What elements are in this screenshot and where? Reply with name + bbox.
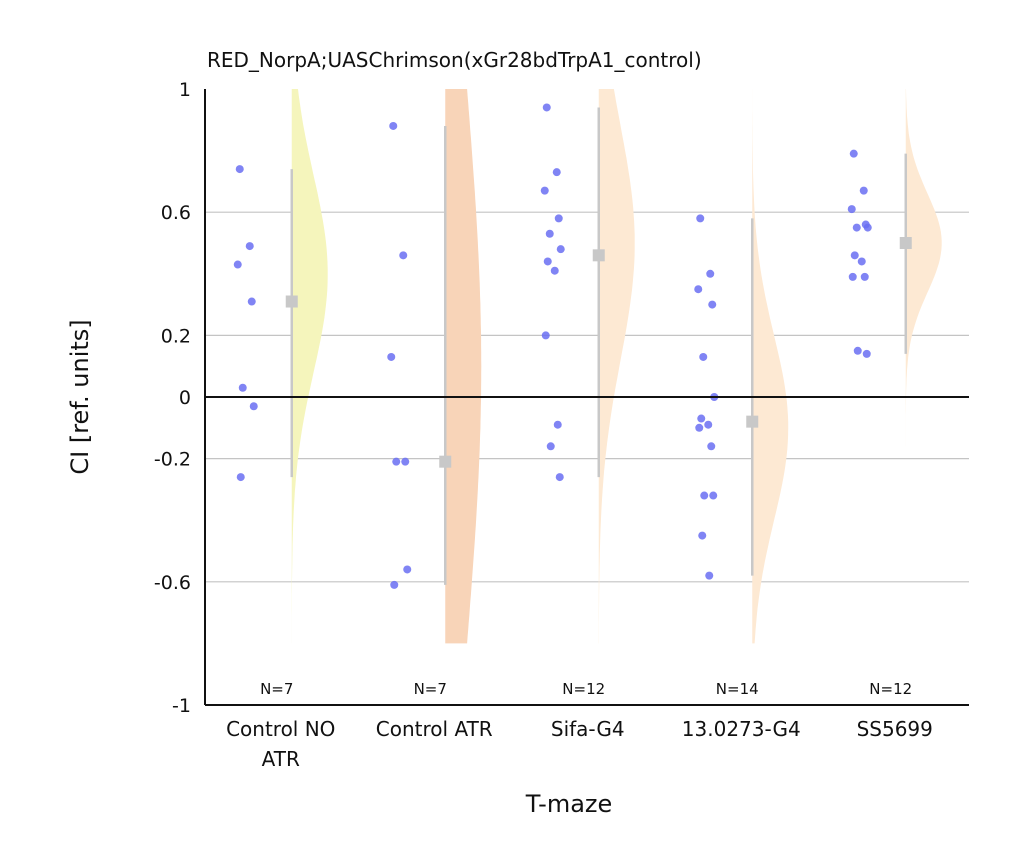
data-point xyxy=(553,420,562,429)
data-point xyxy=(245,242,254,251)
data-point xyxy=(694,285,703,294)
violin xyxy=(291,89,328,644)
violin xyxy=(445,89,482,644)
median-marker xyxy=(439,455,452,468)
y-axis-title: CI [ref. units] xyxy=(66,319,94,474)
data-point xyxy=(705,571,714,580)
data-point xyxy=(552,168,561,177)
x-tick-label: Control ATR xyxy=(376,717,493,741)
data-point xyxy=(847,205,856,214)
data-point xyxy=(554,214,563,223)
data-point xyxy=(389,121,398,130)
data-point xyxy=(247,297,256,306)
data-point xyxy=(543,257,552,266)
x-tick-label: 13.0273-G4 xyxy=(682,717,801,741)
data-point xyxy=(857,257,866,266)
median-marker xyxy=(899,237,912,249)
data-point xyxy=(863,223,872,232)
median-marker xyxy=(746,415,759,428)
y-tick-label: 0.6 xyxy=(161,202,191,224)
violin xyxy=(752,89,789,644)
data-point xyxy=(709,491,718,500)
data-point xyxy=(698,531,707,540)
y-tick-label: -1 xyxy=(172,695,191,717)
n-label: N=12 xyxy=(562,680,605,698)
median-marker xyxy=(592,249,605,262)
data-point xyxy=(540,186,549,195)
data-point xyxy=(238,383,247,392)
x-tick-label: SS5699 xyxy=(857,717,933,741)
data-point xyxy=(249,402,258,411)
data-point xyxy=(390,580,399,589)
data-point xyxy=(706,269,715,278)
y-tick-label: 0 xyxy=(179,387,191,409)
violin-layer xyxy=(291,89,942,644)
data-point xyxy=(392,457,401,466)
n-label: N=12 xyxy=(869,680,912,698)
data-point xyxy=(695,423,704,432)
data-point xyxy=(848,272,857,281)
data-point xyxy=(704,420,713,429)
y-tick-label: -0.6 xyxy=(154,572,191,594)
label-layer: N=7 Control NO ATR N=7 Control ATR N=12 Sifa-G… xyxy=(154,79,933,771)
data-point xyxy=(541,331,550,340)
x-tick-label: Control NO xyxy=(226,717,335,741)
data-point xyxy=(707,442,716,451)
data-point xyxy=(550,266,559,275)
x-tick-label: Sifa-G4 xyxy=(551,717,625,741)
data-point xyxy=(696,214,705,223)
data-point xyxy=(850,251,859,260)
data-point xyxy=(401,457,410,466)
violin xyxy=(598,89,635,644)
data-point xyxy=(699,352,708,361)
axis-layer xyxy=(204,89,969,706)
n-label: N=7 xyxy=(414,680,447,698)
data-point xyxy=(862,349,871,358)
chart-title: RED_NorpA;UASChrimson(xGr28bdTrpA1_contr… xyxy=(207,48,702,72)
y-tick-label: 1 xyxy=(179,79,191,101)
data-point xyxy=(236,473,245,482)
data-point xyxy=(403,565,412,574)
data-point xyxy=(852,223,861,232)
data-point xyxy=(545,229,554,238)
data-point xyxy=(235,165,244,174)
violin xyxy=(905,89,942,447)
grid-layer xyxy=(205,211,969,583)
data-point xyxy=(555,473,564,482)
data-point xyxy=(860,272,869,281)
data-point xyxy=(546,442,555,451)
data-point xyxy=(556,245,565,254)
data-point xyxy=(859,186,868,195)
median-marker xyxy=(285,295,298,308)
data-point xyxy=(233,260,242,269)
data-point xyxy=(849,149,858,158)
data-point xyxy=(387,352,396,361)
data-point xyxy=(399,251,408,260)
data-point xyxy=(708,300,717,309)
point-layer xyxy=(233,103,872,589)
n-label: N=14 xyxy=(716,680,759,698)
data-point xyxy=(542,103,551,112)
data-point xyxy=(700,491,709,500)
y-tick-label: -0.2 xyxy=(154,449,191,471)
n-label: N=7 xyxy=(260,680,293,698)
y-tick-label: 0.2 xyxy=(161,325,191,347)
data-point xyxy=(853,346,862,355)
x-tick-label: ATR xyxy=(262,747,300,771)
x-axis-title: T-maze xyxy=(525,790,613,818)
data-point xyxy=(697,414,706,423)
